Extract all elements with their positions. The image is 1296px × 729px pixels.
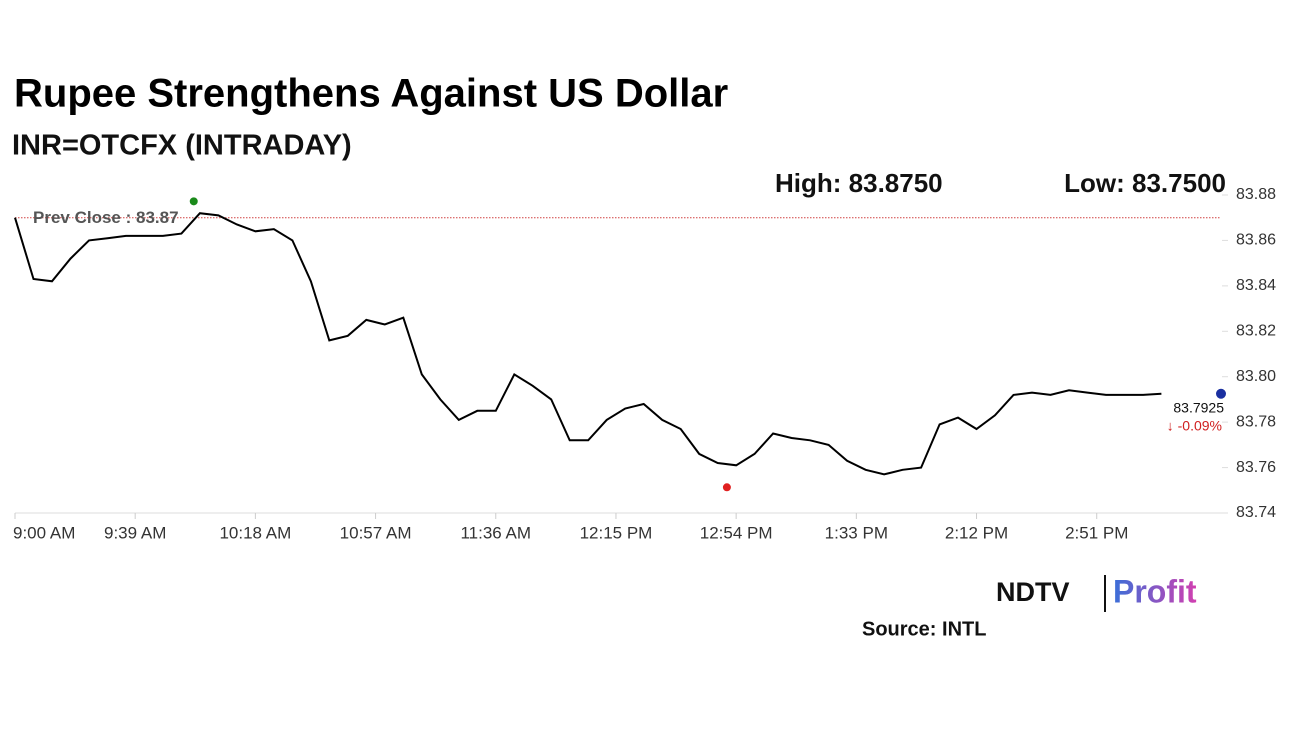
y-tick-label: 83.82 (1236, 323, 1276, 340)
prev-close-label: Prev Close : 83.87 (33, 208, 179, 227)
x-tick-label: 9:00 AM (13, 523, 75, 542)
x-tick-label: 10:57 AM (340, 523, 412, 542)
low-label: Low: 83.7500 (1064, 168, 1226, 198)
change-label: ↓ -0.09% (1167, 417, 1222, 433)
high-marker (189, 197, 198, 206)
y-tick-label: 83.80 (1236, 368, 1276, 385)
y-tick-label: 83.86 (1236, 232, 1276, 249)
logo-left: NDTV (996, 577, 1070, 607)
x-tick-label: 11:36 AM (460, 523, 531, 542)
logo-right: Profit (1113, 573, 1197, 609)
low-marker (722, 483, 731, 492)
x-tick-label: 2:51 PM (1065, 523, 1128, 542)
x-tick-label: 9:39 AM (104, 523, 166, 542)
y-tick-label: 83.84 (1236, 277, 1276, 294)
chart-title: Rupee Strengthens Against US Dollar (14, 72, 728, 116)
last-value-label: 83.7925 (1173, 399, 1224, 415)
x-tick-label: 1:33 PM (825, 523, 888, 542)
x-tick-label: 10:18 AM (219, 523, 291, 542)
x-tick-label: 12:15 PM (580, 523, 653, 542)
source: Source: INTL (862, 618, 986, 640)
high-label: High: 83.8750 (775, 168, 943, 198)
y-tick-label: 83.74 (1236, 504, 1276, 521)
x-tick-label: 2:12 PM (945, 523, 1008, 542)
price-line (14, 212, 1162, 476)
chart-subtitle: INR=OTCFX (INTRADAY) (12, 130, 352, 162)
y-tick-label: 83.78 (1236, 413, 1276, 430)
last-marker (1216, 388, 1226, 399)
y-tick-label: 83.76 (1236, 459, 1276, 476)
x-tick-label: 12:54 PM (700, 523, 773, 542)
y-tick-label: 83.88 (1236, 186, 1276, 203)
